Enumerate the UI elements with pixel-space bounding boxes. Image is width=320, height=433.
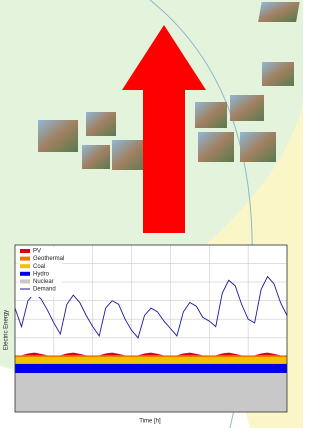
photo-tile [258,2,300,22]
photo-tile [112,140,148,170]
x-axis-label: Time [h] [139,419,161,425]
legend-swatch [20,257,30,261]
area-coal [15,357,287,363]
arrow-shaft [143,88,185,233]
area-hydro [15,364,287,373]
photo-tile [262,62,294,86]
legend-label: Demand [33,287,56,293]
photo-tile [230,95,264,121]
photo-tile [86,112,116,136]
legend-label: Coal [33,264,45,270]
legend-label: Hydro [33,271,50,277]
photo-tile [198,132,234,162]
photo-tile [195,102,227,128]
legend-swatch [20,264,30,268]
legend-label: Nuclear [33,279,54,285]
photo-tile [240,132,276,162]
area-nuclear [15,373,287,412]
figure: PVGeothermal CoalHydro Nuclear Demand Time … [0,0,303,428]
y-axis-label: Electric Energy [4,310,10,350]
photo-tile [38,120,78,152]
legend-swatch [20,272,30,276]
legend-swatch [20,279,30,283]
legend-label: Geothermal [33,256,64,262]
legend-swatch [20,249,30,253]
legend-label: PV [33,249,41,255]
photo-tile [82,145,110,169]
area-geothermal [15,355,287,357]
